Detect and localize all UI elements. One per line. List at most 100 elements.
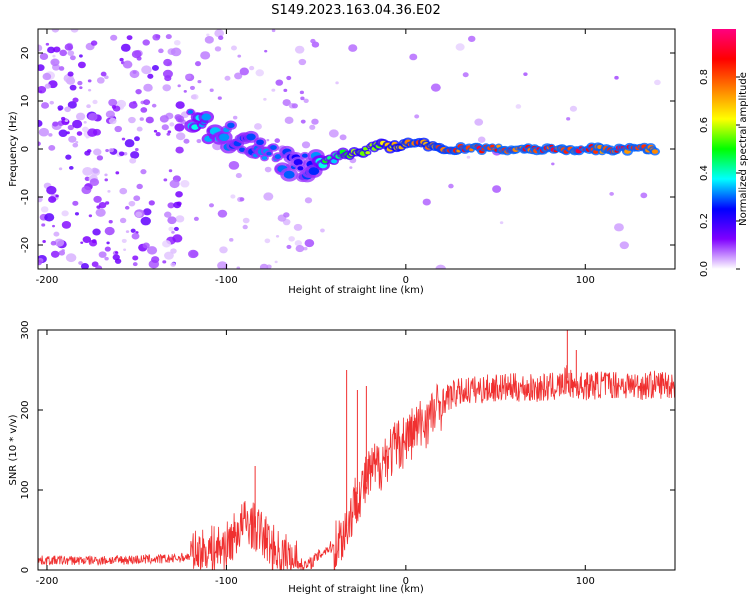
spectrogram-cell xyxy=(151,256,160,264)
spectrogram-cell xyxy=(75,141,79,144)
spectrogram-cell xyxy=(87,128,98,137)
spectrogram-ridge-cell xyxy=(266,151,272,156)
spectrogram-cell xyxy=(430,83,441,92)
spectrogram-cell xyxy=(44,83,51,89)
snr-x-tick-label: 0 xyxy=(403,576,409,587)
spectrogram-ridge-cell xyxy=(218,133,230,142)
spectrogram-cell xyxy=(162,69,173,79)
spectrogram-cell xyxy=(80,241,84,244)
spectrogram-cell xyxy=(499,221,504,225)
spectrogram-cell xyxy=(64,106,71,113)
spectrogram-cell xyxy=(70,29,79,33)
spectrogram-cell xyxy=(275,234,280,238)
spectrogram-cell xyxy=(130,151,140,159)
spectrogram-cell xyxy=(38,259,43,266)
spectrogram-cell xyxy=(130,228,136,233)
spectrogram-cell xyxy=(194,61,202,67)
spectrogram-cell xyxy=(79,54,83,58)
spectrogram-cell xyxy=(640,192,648,199)
spectrogram-cell xyxy=(435,264,446,269)
spectrogram-cell xyxy=(140,216,151,226)
spectrogram-cell xyxy=(348,44,358,52)
spectrogram-cell xyxy=(38,127,50,137)
spectrogram-cell xyxy=(264,166,272,173)
spectrogram-cell xyxy=(52,224,55,228)
spectrogram-cell xyxy=(140,107,148,113)
spectrogram-cell xyxy=(122,60,133,69)
spectrogram-cell xyxy=(183,138,190,144)
spectrogram-cell xyxy=(218,35,224,40)
spectrogram-cell xyxy=(275,79,284,86)
spectrogram-cell xyxy=(108,117,117,125)
spectrogram-cell xyxy=(614,75,619,80)
spectrogram-cell xyxy=(151,103,157,108)
spectrogram-cell xyxy=(271,29,276,33)
spectrogram-cell xyxy=(162,240,171,248)
spectrogram-cell xyxy=(190,94,197,100)
snr-plot-area xyxy=(38,330,675,570)
spectrogram-cell xyxy=(88,214,93,218)
spectrogram-cell xyxy=(92,228,101,236)
spectrogram-cell xyxy=(88,88,92,92)
spectrogram-cell xyxy=(232,115,238,120)
spectrogram-cell xyxy=(414,114,420,119)
spectrogram-cell xyxy=(155,132,161,137)
spectrogram-y-axis-label: Frequency (Hz) xyxy=(8,111,19,187)
spectrogram-ridge-cell xyxy=(256,139,264,146)
spectrogram-cell xyxy=(294,45,305,54)
spectrogram-y-tick-label: -20 xyxy=(20,237,31,253)
spectrogram-cell xyxy=(93,148,102,156)
spectrogram-cell xyxy=(214,29,224,38)
spectrogram-cell xyxy=(132,255,139,261)
snr-x-ticks: -200 -100 0 100 xyxy=(36,330,595,587)
spectrogram-cell xyxy=(467,35,476,42)
spectrogram-cell xyxy=(125,230,130,234)
spectrogram-cell xyxy=(237,54,242,58)
spectrogram-cell xyxy=(145,116,154,124)
spectrogram-cell xyxy=(55,194,59,198)
spectrogram-cell xyxy=(108,220,113,224)
spectrogram-cell xyxy=(124,205,130,210)
spectrogram-cell xyxy=(309,124,316,130)
spectrogram-cell xyxy=(274,138,281,143)
spectrogram-cell xyxy=(77,61,86,69)
spectrogram-cell xyxy=(614,223,624,232)
spectrogram-cell xyxy=(120,43,131,52)
spectrogram-cell xyxy=(197,80,202,84)
spectrogram-cell xyxy=(87,79,92,83)
spectrogram-cell xyxy=(175,215,185,223)
spectrogram-cell xyxy=(82,126,89,133)
spectrogram-cell xyxy=(204,36,214,44)
spectrogram-cell xyxy=(61,249,65,252)
colorbar-tick-label: 0.4 xyxy=(699,165,710,181)
spectrogram-ridge-cell xyxy=(274,154,282,159)
spectrogram-cell xyxy=(166,132,171,136)
spectrogram-cell xyxy=(135,211,143,218)
colorbar-tick-label: 0.2 xyxy=(699,213,710,229)
spectrogram-cell xyxy=(294,240,302,247)
snr-panel: -200 -100 0 100 0 100 200 300 Height of straig… xyxy=(8,320,676,595)
snr-x-tick-label: -100 xyxy=(215,576,238,587)
snr-x-axis-label: Height of straight line (km) xyxy=(288,584,424,595)
spectrogram-cell xyxy=(119,187,128,195)
spectrogram-cell xyxy=(88,113,98,121)
spectrogram-ridge-cell xyxy=(201,113,211,121)
spectrogram-ridge-cell xyxy=(331,159,338,164)
spectrogram-cell xyxy=(163,178,168,182)
snr-x-tick-label: 100 xyxy=(576,576,595,587)
spectrogram-cell xyxy=(38,119,43,128)
spectrogram-cell xyxy=(175,115,185,123)
spectrogram-cell xyxy=(81,185,92,195)
spectrogram-cell xyxy=(185,74,192,80)
spectrogram-cell xyxy=(61,221,72,229)
spectrogram-y-ticks: -20 -10 0 10 20 xyxy=(20,47,675,253)
spectrogram-cell xyxy=(320,228,325,233)
spectrogram-cell xyxy=(121,137,126,141)
spectrogram-cell xyxy=(148,200,155,206)
spectrogram-cell xyxy=(229,237,234,242)
spectrogram-cell xyxy=(158,48,164,54)
spectrogram-cell xyxy=(48,133,53,137)
spectrogram-ridge-cell xyxy=(365,151,370,155)
spectrogram-ridge-cell xyxy=(308,167,320,175)
